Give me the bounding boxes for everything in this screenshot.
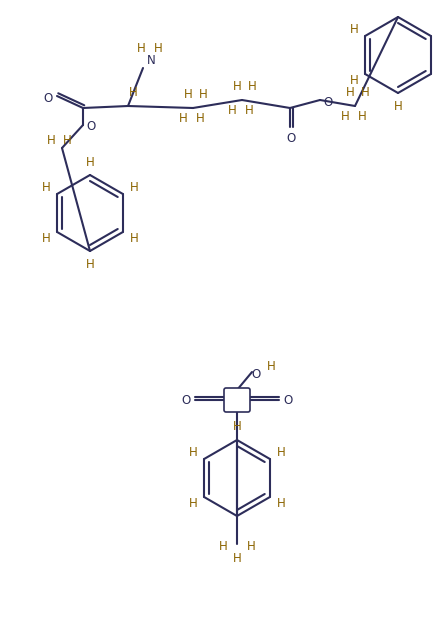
FancyBboxPatch shape	[223, 388, 249, 412]
Text: H: H	[345, 85, 353, 98]
Text: O: O	[86, 121, 95, 134]
Text: H: H	[128, 87, 137, 100]
Text: H: H	[178, 112, 187, 125]
Text: H: H	[227, 103, 236, 116]
Text: H: H	[41, 232, 50, 245]
Text: H: H	[85, 257, 94, 270]
Text: H: H	[218, 539, 227, 553]
Text: H: H	[63, 135, 71, 148]
Text: H: H	[247, 80, 256, 92]
Text: H: H	[437, 74, 438, 87]
Text: H: H	[153, 42, 162, 55]
Text: O: O	[251, 369, 260, 381]
Text: H: H	[188, 497, 197, 510]
Text: H: H	[188, 446, 197, 459]
Text: H: H	[232, 421, 241, 433]
Text: S: S	[233, 394, 240, 406]
Text: H: H	[437, 23, 438, 36]
Text: O: O	[181, 394, 190, 406]
Text: H: H	[130, 181, 138, 194]
Text: H: H	[360, 85, 368, 98]
Text: H: H	[195, 112, 204, 125]
Text: H: H	[393, 100, 402, 112]
Text: H: H	[357, 110, 366, 123]
Text: O: O	[323, 96, 332, 108]
Text: H: H	[244, 103, 253, 116]
Text: H: H	[349, 74, 357, 87]
Text: H: H	[349, 23, 357, 36]
Text: H: H	[130, 232, 138, 245]
Text: H: H	[266, 361, 275, 374]
Text: H: H	[136, 42, 145, 55]
Text: H: H	[276, 446, 285, 459]
Text: O: O	[43, 92, 53, 105]
Text: H: H	[232, 80, 241, 92]
Text: H: H	[246, 539, 255, 553]
Text: H: H	[276, 497, 285, 510]
Text: H: H	[232, 553, 241, 566]
Text: O: O	[286, 132, 295, 144]
Text: H: H	[340, 110, 349, 123]
Text: H: H	[85, 155, 94, 168]
Text: H: H	[41, 181, 50, 194]
Text: O: O	[283, 394, 292, 406]
Text: N: N	[146, 53, 155, 67]
Text: H: H	[183, 87, 192, 101]
Text: H: H	[198, 87, 207, 101]
Text: H: H	[46, 135, 55, 148]
